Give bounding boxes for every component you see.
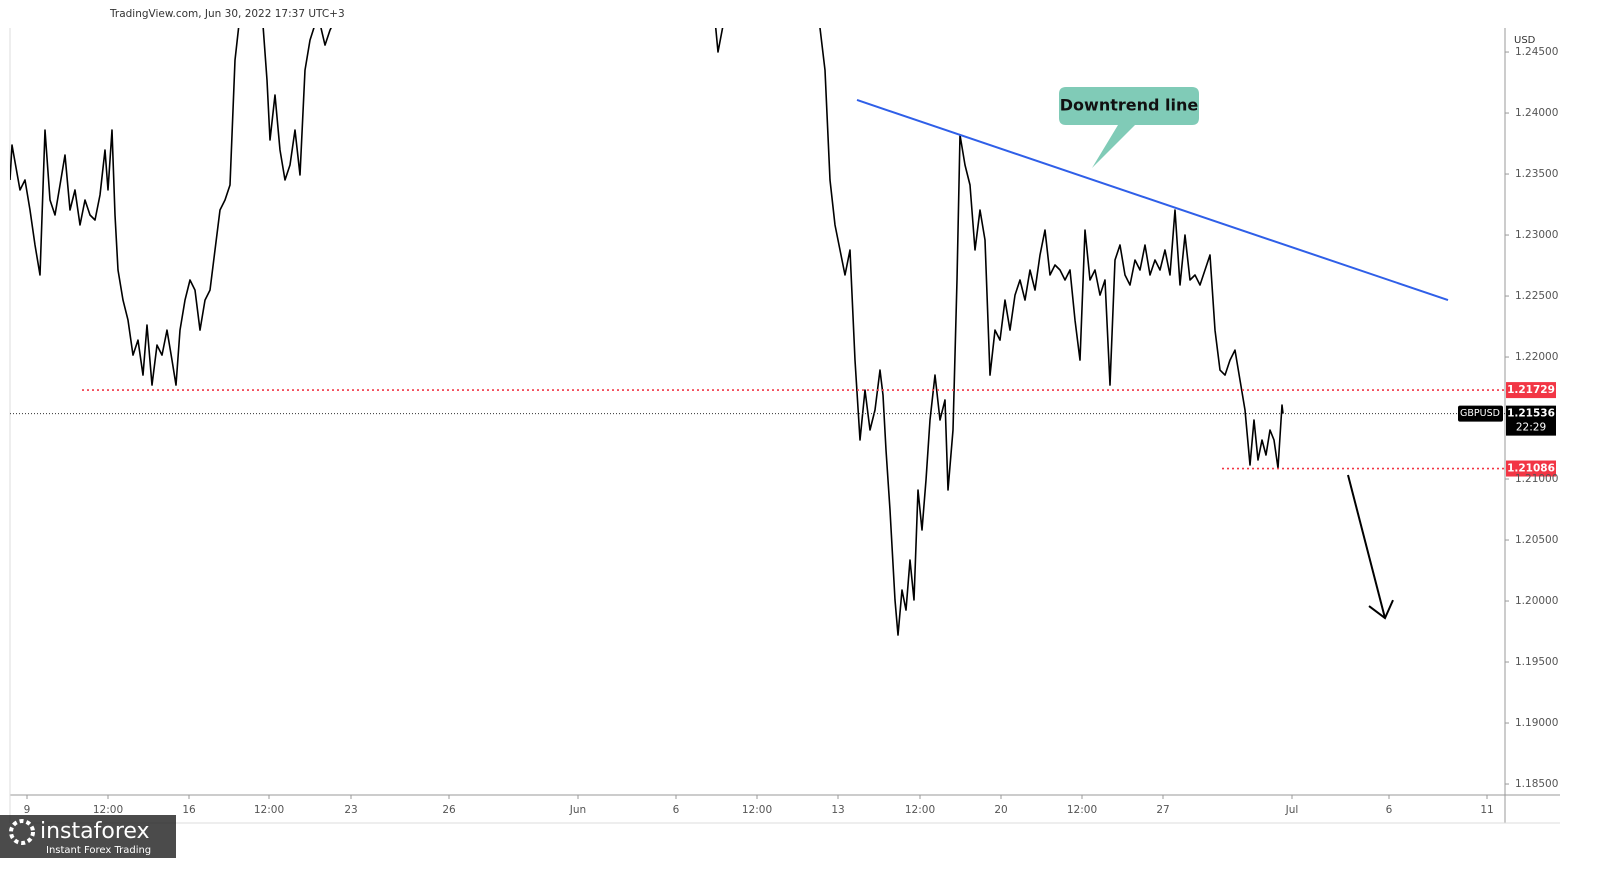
- x-tick-label: 12:00: [1067, 804, 1097, 816]
- y-tick-label: 1.19000: [1515, 717, 1558, 729]
- x-tick-label: 12:00: [93, 804, 123, 816]
- overlay: 1.21729 1.21086 GBPUSD 1.21536 22:29 Downtren…: [10, 87, 1556, 620]
- currency-label: USD: [1514, 35, 1536, 46]
- callout-box: [1059, 87, 1199, 168]
- countdown: 22:29: [1516, 422, 1546, 434]
- header: TradingView.com, Jun 30, 2022 17:37 UTC+…: [109, 8, 345, 20]
- y-tick-label: 1.20500: [1515, 534, 1558, 546]
- y-tick-label: 1.20000: [1515, 595, 1558, 607]
- watermark-tagline: Instant Forex Trading: [46, 845, 151, 856]
- last-price-label: 1.21536: [1507, 408, 1555, 420]
- watermark-icon: [9, 819, 35, 845]
- x-tick-label: 12:00: [905, 804, 935, 816]
- level-label: 1.21086: [1507, 463, 1555, 475]
- y-tick-label: 1.21000: [1515, 473, 1558, 485]
- y-tick-label: 1.24500: [1515, 46, 1558, 58]
- x-tick-label: 6: [673, 804, 680, 816]
- level-label: 1.21729: [1507, 384, 1555, 396]
- y-tick-label: 1.23000: [1515, 229, 1558, 241]
- x-tick-label: 12:00: [254, 804, 284, 816]
- watermark-brand: instaforex: [40, 819, 150, 844]
- y-tick-label: 1.18500: [1515, 778, 1558, 790]
- y-tick-label: 1.23500: [1515, 168, 1558, 180]
- price-line: [10, 28, 1284, 636]
- level-label-box: [1506, 460, 1556, 477]
- x-tick-label: 20: [994, 804, 1007, 816]
- last-price-box: [1506, 405, 1556, 436]
- trend-line: [856, 99, 1449, 302]
- x-tick-label: Jun: [569, 804, 586, 816]
- level-label-box: [1506, 382, 1556, 399]
- callout-label: Downtrend line: [1060, 96, 1199, 115]
- x-tick-label: 27: [1156, 804, 1169, 816]
- arrow-shaft: [1347, 474, 1386, 619]
- x-tick-label: 6: [1386, 804, 1393, 816]
- y-tick-label: 1.22000: [1515, 351, 1558, 363]
- x-tick-label: 23: [344, 804, 357, 816]
- x-tick-label: 9: [24, 804, 31, 816]
- y-tick-label: 1.19500: [1515, 656, 1558, 668]
- arrow-head: [1368, 599, 1394, 620]
- symbol-box: [1458, 405, 1503, 422]
- y-tick-label: 1.22500: [1515, 290, 1558, 302]
- x-tick-label: 12:00: [742, 804, 772, 816]
- watermark: instaforex Instant Forex Trading: [0, 815, 176, 858]
- x-tick-label: 13: [831, 804, 844, 816]
- x-tick-label: 26: [442, 804, 456, 816]
- x-tick-label: Jul: [1285, 804, 1299, 816]
- plot: [10, 28, 1284, 636]
- x-tick-label: 11: [1480, 804, 1493, 816]
- x-tick-label: 16: [182, 804, 196, 816]
- symbol-label: GBPUSD: [1460, 408, 1500, 419]
- y-tick-label: 1.24000: [1515, 107, 1558, 119]
